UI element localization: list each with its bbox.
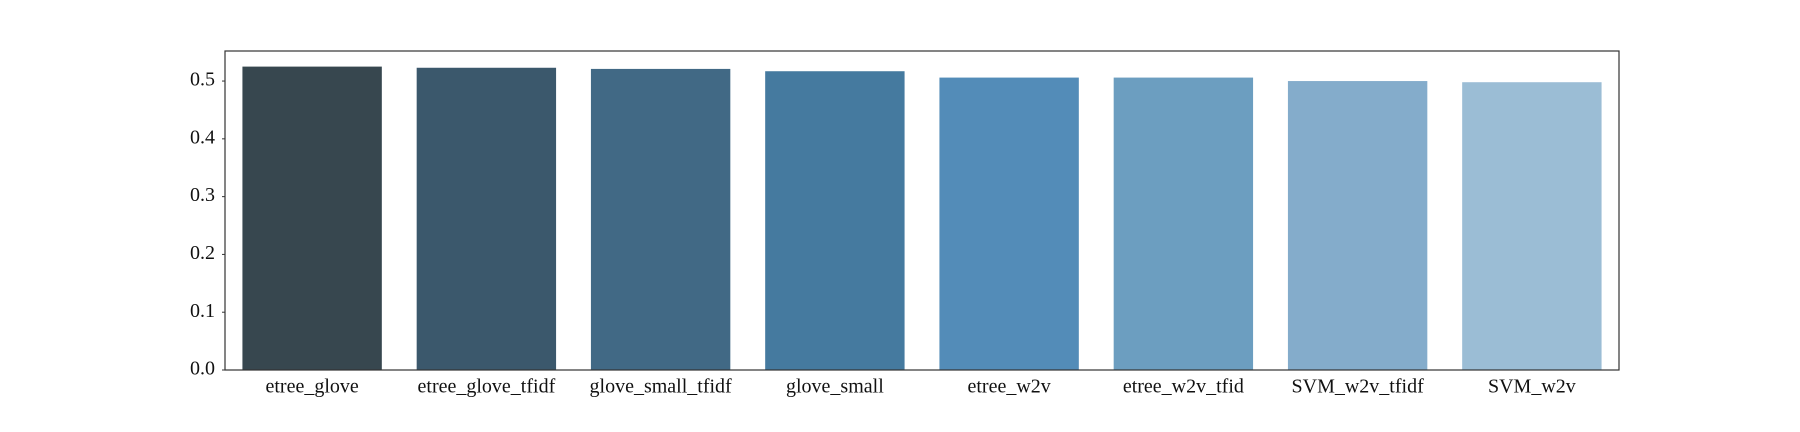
bar <box>1287 81 1428 371</box>
y-tick-label: 0.2 <box>190 242 215 264</box>
bar <box>242 66 382 370</box>
bar <box>939 77 1079 370</box>
plot-frame <box>224 50 1620 371</box>
bar <box>1113 77 1254 370</box>
x-tick-label: SVM_w2v <box>1488 376 1576 398</box>
bar <box>590 68 731 370</box>
x-tick-label: etree_w2v <box>967 376 1050 398</box>
bar <box>765 71 905 371</box>
x-tick-label: SVM_w2v_tfidf <box>1292 376 1425 398</box>
y-tick-label: 0.5 <box>190 69 215 91</box>
bar <box>1462 82 1602 371</box>
x-tick-label: glove_small_tfidf <box>590 376 733 398</box>
x-tick-label: etree_glove <box>265 376 358 398</box>
x-tick-label: etree_glove_tfidf <box>418 376 556 398</box>
x-tick-label: glove_small <box>786 376 884 398</box>
bar <box>416 67 557 370</box>
y-tick-label: 0.4 <box>190 126 215 148</box>
y-tick-label: 0.0 <box>190 358 215 380</box>
x-tick-label: etree_w2v_tfid <box>1123 376 1244 398</box>
y-tick-label: 0.3 <box>190 184 215 206</box>
y-tick-label: 0.1 <box>190 300 215 322</box>
